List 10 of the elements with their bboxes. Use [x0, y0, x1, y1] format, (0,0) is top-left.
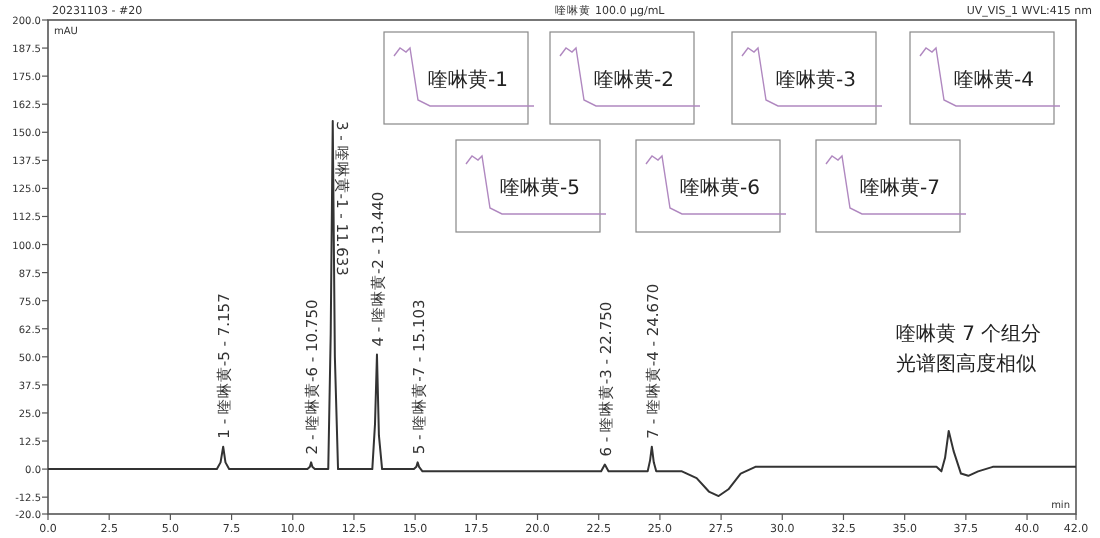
annotation: 喹啉黄-4 — [954, 68, 1034, 92]
line-series — [47, 120, 1077, 498]
annotation: 光谱图高度相似 — [896, 352, 1036, 376]
annotation: 喹啉黄-6 — [680, 176, 760, 200]
annotation: 喹啉黄-7 — [860, 176, 940, 200]
annotation: 喹啉黄-3 — [776, 68, 856, 92]
annotation: 喹啉黄-5 — [500, 176, 580, 200]
annotation: 喹啉黄-1 — [428, 68, 508, 92]
annotation: 喹啉黄-2 — [594, 68, 674, 92]
annotation: 喹啉黄 7 个组分 — [896, 322, 1042, 346]
